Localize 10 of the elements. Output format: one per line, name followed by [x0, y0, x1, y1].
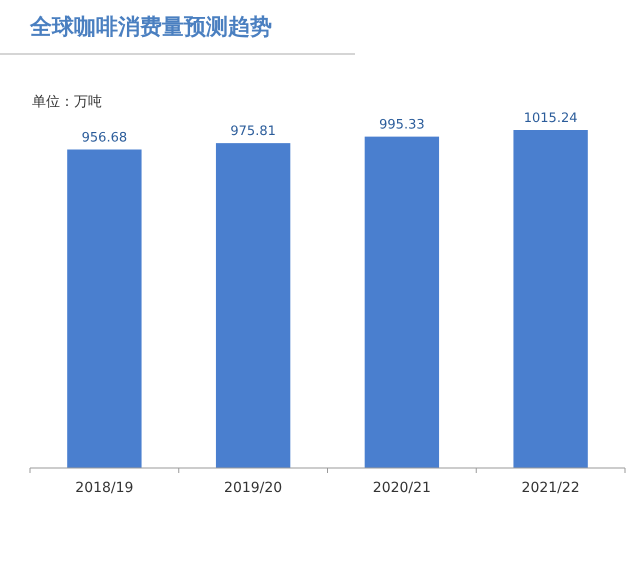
title: 全球咖啡消费量预测趋势	[30, 15, 272, 40]
x-tick-label: 2019/20	[224, 480, 282, 496]
x-tick-label: 2018/19	[75, 480, 134, 496]
subtitle: 单位：万吨	[32, 94, 102, 110]
data-label: 995.33	[379, 118, 425, 133]
data-label: 956.68	[82, 130, 128, 146]
x-tick-label: 2020/21	[372, 480, 431, 496]
x-tick-label: 2021/22	[522, 480, 580, 496]
data-label: 975.81	[230, 124, 276, 140]
data-label: 1015.24	[524, 111, 578, 126]
